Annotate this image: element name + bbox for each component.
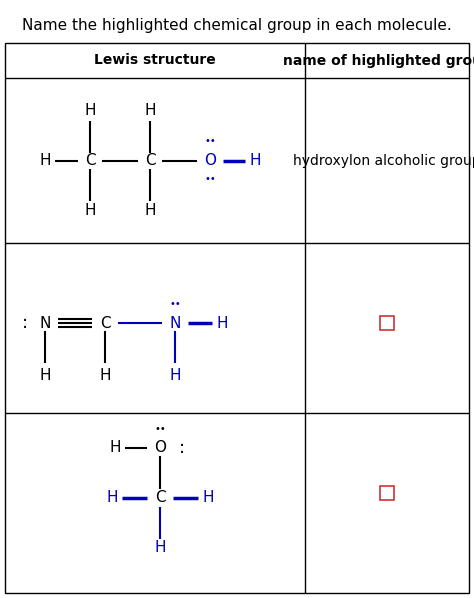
Text: ••: •• [204,175,216,185]
Bar [380,486,394,500]
Text: H: H [154,541,166,556]
Text: Lewis structure: Lewis structure [94,53,216,68]
Text: H: H [216,316,228,331]
Text: C: C [100,316,110,331]
Text: ••: •• [169,299,181,309]
Text: Name the highlighted chemical group in each molecule.: Name the highlighted chemical group in e… [22,18,452,33]
Text: hydroxylon alcoholic group: hydroxylon alcoholic group [293,154,474,167]
Text: ••: •• [204,136,216,147]
Text: ••: •• [154,424,166,434]
Text: C: C [85,153,95,168]
Text: O: O [204,153,216,168]
Text: H: H [144,103,156,118]
Text: H: H [106,490,118,505]
Text: H: H [84,103,96,118]
Text: H: H [169,368,181,383]
Text: C: C [155,490,165,505]
Text: H: H [84,203,96,218]
Text: H: H [109,441,121,456]
Text: O: O [154,441,166,456]
Text: name of highlighted group: name of highlighted group [283,53,474,68]
Text: H: H [249,153,261,168]
Bar [380,316,394,330]
Text: C: C [145,153,155,168]
Text: H: H [39,368,51,383]
Text: H: H [99,368,111,383]
Text: H: H [39,153,51,168]
Text: :: : [179,439,185,457]
Text: :: : [22,314,28,332]
Text: N: N [39,316,51,331]
Text: N: N [169,316,181,331]
Text: H: H [202,490,214,505]
Text: H: H [144,203,156,218]
